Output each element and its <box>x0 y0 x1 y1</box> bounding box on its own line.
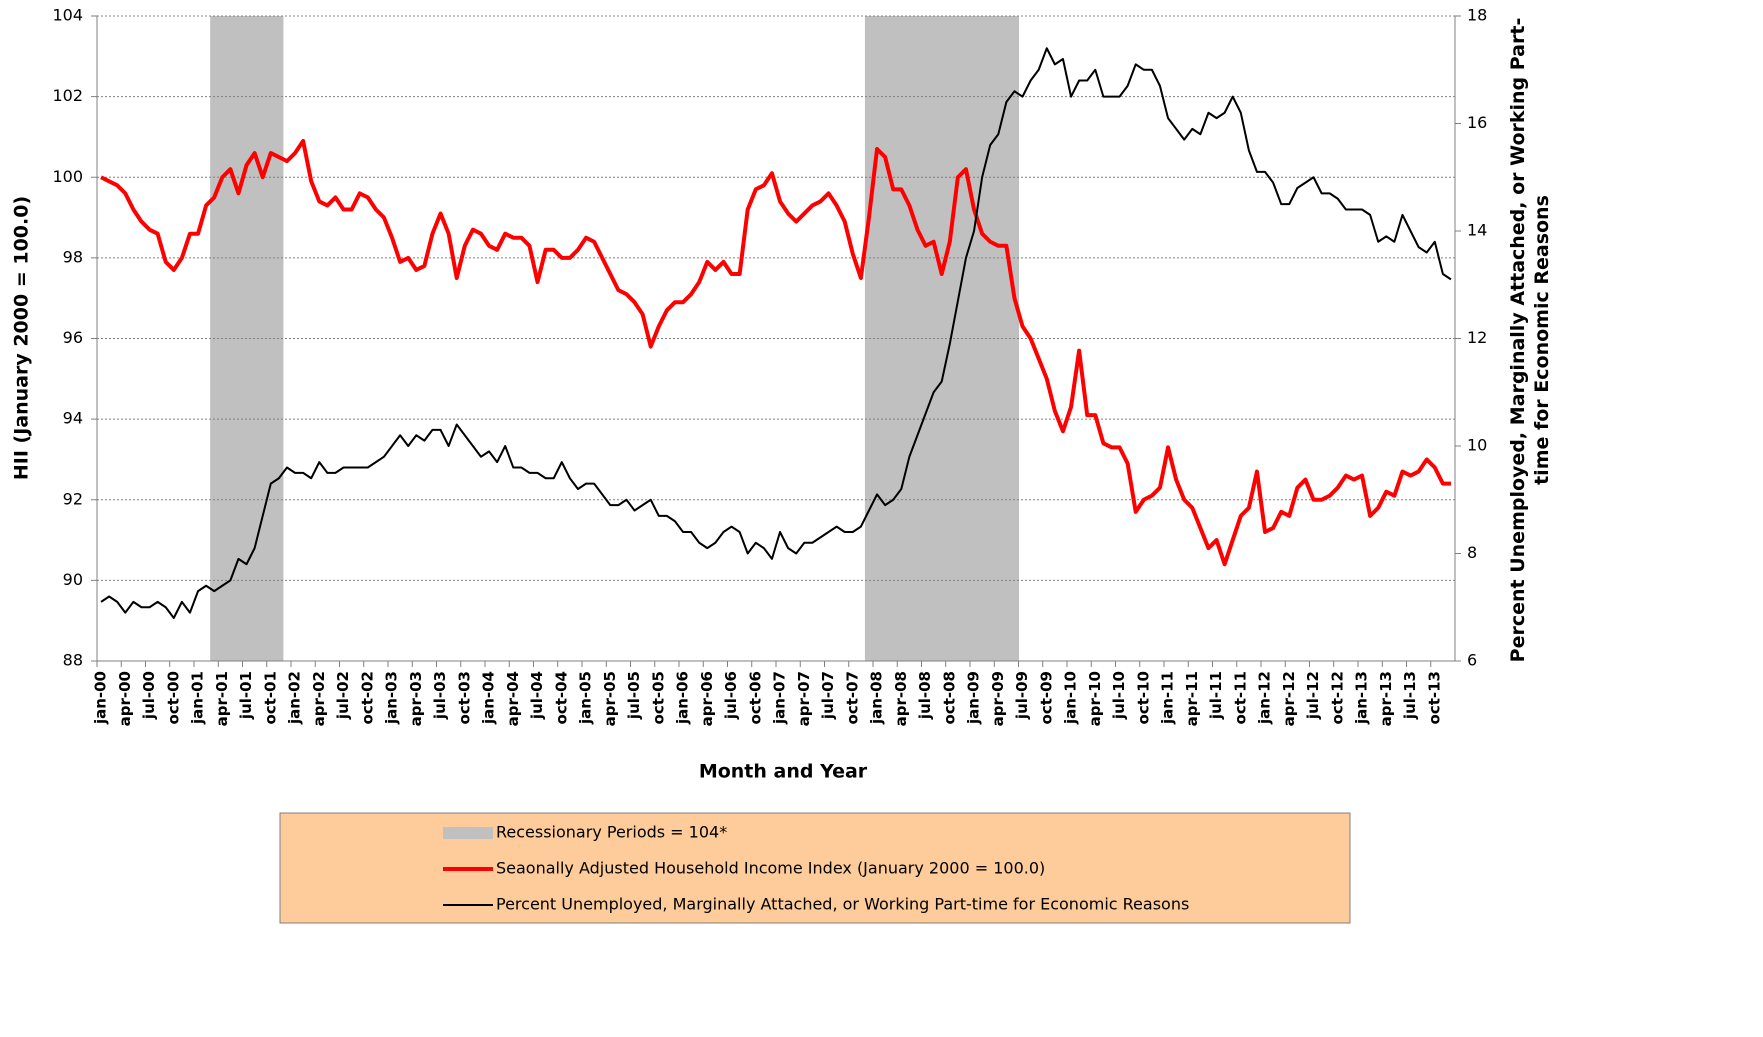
x-tick-label: jan-11 <box>1159 671 1177 725</box>
x-tick-label: oct-07 <box>843 671 861 724</box>
y-tick-label: 104 <box>52 6 83 25</box>
x-tick-label: jul-04 <box>528 671 546 720</box>
x-tick-label: apr-09 <box>989 671 1007 726</box>
x-tick-label: oct-01 <box>261 671 279 724</box>
x-tick-label: jul-12 <box>1304 671 1322 720</box>
x-tick-label: apr-00 <box>116 671 134 726</box>
x-tick-label: jul-06 <box>722 671 740 720</box>
y2-tick-label: 12 <box>1467 328 1487 347</box>
x-tick-label: apr-11 <box>1183 671 1201 726</box>
x-tick-label: apr-01 <box>213 671 231 726</box>
x-tick-label: jul-02 <box>334 671 352 720</box>
y-tick-label: 96 <box>63 328 83 347</box>
x-tick-label: apr-13 <box>1377 671 1395 726</box>
y2-axis-label: Percent Unemployed, Marginally Attached,… <box>1507 17 1553 663</box>
x-tick-label: jan-13 <box>1353 671 1371 725</box>
x-tick-label: jul-03 <box>431 671 449 720</box>
x-tick-label: jul-08 <box>916 671 934 720</box>
x-tick-label: jan-10 <box>1062 671 1080 725</box>
x-tick-label: jan-02 <box>286 671 304 725</box>
x-tick-label: oct-13 <box>1425 671 1443 724</box>
y-tick-label: 100 <box>52 167 83 186</box>
legend-label: Percent Unemployed, Marginally Attached,… <box>496 895 1189 914</box>
x-tick-label: apr-04 <box>504 671 522 726</box>
y2-tick-label: 6 <box>1467 651 1477 670</box>
x-axis-label: Month and Year <box>699 761 868 783</box>
x-tick-label: apr-07 <box>795 671 813 726</box>
x-tick-label: jul-10 <box>1110 671 1128 720</box>
x-tick-label: jan-05 <box>577 671 595 725</box>
x-tick-label: apr-02 <box>310 671 328 726</box>
y2-tick-label: 10 <box>1467 436 1487 455</box>
x-tick-label: oct-00 <box>164 671 182 724</box>
x-tick-label: jul-05 <box>625 671 643 720</box>
x-tick-label: jul-01 <box>237 671 255 720</box>
y2-tick-label: 8 <box>1467 543 1477 562</box>
y-axis-label: HII (January 2000 = 100.0) <box>11 196 33 480</box>
x-tick-label: oct-08 <box>940 671 958 724</box>
y2-tick-label: 18 <box>1467 6 1487 25</box>
x-tick-label: jan-07 <box>771 671 789 725</box>
x-tick-label: apr-06 <box>698 671 716 726</box>
x-tick-label: oct-06 <box>746 671 764 724</box>
x-tick-label: apr-12 <box>1280 671 1298 726</box>
x-tick-label: oct-05 <box>649 671 667 724</box>
y-tick-label: 88 <box>63 651 83 670</box>
x-tick-label: jan-00 <box>92 671 110 725</box>
x-tick-label: jul-13 <box>1401 671 1419 720</box>
y-tick-label: 90 <box>63 570 83 589</box>
x-tick-label: jan-09 <box>965 671 983 725</box>
recession-bar <box>274 16 284 661</box>
x-tick-label: jan-03 <box>383 671 401 725</box>
y-tick-label: 92 <box>63 489 83 508</box>
x-tick-label: apr-05 <box>601 671 619 726</box>
x-tick-label: jul-11 <box>1207 671 1225 720</box>
x-tick-label: oct-09 <box>1037 671 1055 724</box>
x-tick-label: apr-03 <box>407 671 425 726</box>
legend-swatch <box>443 827 493 839</box>
y2-tick-label: 14 <box>1467 221 1487 240</box>
recession-bar <box>266 16 276 661</box>
x-tick-label: oct-12 <box>1328 671 1346 724</box>
x-tick-label: jan-04 <box>480 671 498 725</box>
line-series <box>100 138 1451 567</box>
x-tick-label: jan-01 <box>189 671 207 725</box>
y2-tick-label: 16 <box>1467 113 1487 132</box>
x-tick-label: oct-10 <box>1134 671 1152 724</box>
x-tick-label: jan-08 <box>868 671 886 725</box>
x-tick-label: jan-12 <box>1256 671 1274 725</box>
x-tick-label: apr-10 <box>1086 671 1104 726</box>
x-tick-label: oct-02 <box>358 671 376 724</box>
x-tick-label: jul-09 <box>1013 671 1031 720</box>
x-tick-label: jul-07 <box>819 671 837 720</box>
line-series <box>100 47 1452 619</box>
x-tick-label: oct-11 <box>1231 671 1249 724</box>
y-tick-label: 98 <box>63 247 83 266</box>
legend-label: Recessionary Periods = 104* <box>496 823 727 842</box>
x-tick-label: oct-03 <box>455 671 473 724</box>
legend-label: Seaonally Adjusted Household Income Inde… <box>496 859 1045 878</box>
x-tick-label: apr-08 <box>892 671 910 726</box>
x-tick-label: oct-04 <box>552 671 570 724</box>
y-tick-label: 102 <box>52 86 83 105</box>
x-tick-label: jul-00 <box>140 671 158 720</box>
y-tick-label: 94 <box>63 409 83 428</box>
x-tick-label: jan-06 <box>674 671 692 725</box>
